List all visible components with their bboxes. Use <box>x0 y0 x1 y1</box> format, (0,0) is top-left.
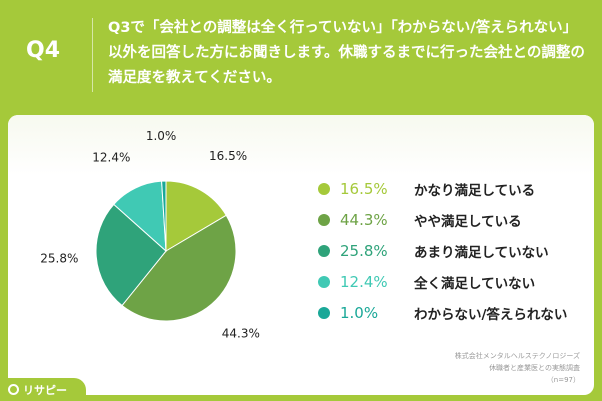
question-text: Q3で「会社との調整は全く行っていない」「わからない/答えられない」以外を回答し… <box>108 20 585 86</box>
pie-slice-label: 1.0% <box>146 129 177 143</box>
legend-label: あまり満足していない <box>414 244 549 261</box>
legend-percent: 44.3% <box>340 210 388 229</box>
logo-text: リサピー <box>23 383 67 397</box>
header-banner: Q4 Q3で「会社との調整は全く行っていない」「わからない/答えられない」以外を… <box>0 0 602 108</box>
legend-swatch <box>318 306 330 319</box>
legend-percent: 1.0% <box>340 303 379 322</box>
pie-slice-label: 16.5% <box>209 149 247 163</box>
legend-swatch <box>318 244 330 257</box>
legend-item: 1.0% わからない/答えられない <box>318 297 567 328</box>
question-number: Q4 <box>26 38 61 63</box>
pie-slice <box>161 180 167 252</box>
pie-slice-label: 25.8% <box>40 252 78 266</box>
legend-percent: 12.4% <box>340 272 388 291</box>
header-divider <box>92 18 93 92</box>
chart-card: 16.5% 44.3% 25.8% 12.4% 1.0% 16.5% かなり満足している 4… <box>8 115 594 395</box>
pie-slice <box>165 180 227 252</box>
legend-item: 16.5% かなり満足している <box>318 173 567 204</box>
pie-slice <box>95 203 167 307</box>
source-company: 株式会社メンタルヘルステクノロジーズ <box>454 352 580 360</box>
legend-swatch <box>318 213 330 226</box>
pie-chart: 16.5% 44.3% 25.8% 12.4% 1.0% <box>40 129 260 340</box>
pie-slice-label: 44.3% <box>222 326 260 340</box>
legend-label: やや満足している <box>414 213 522 230</box>
legend-label: かなり満足している <box>414 182 536 199</box>
legend-item: 12.4% 全く満足していない <box>318 266 567 297</box>
source-survey: 休職者と産業医との実態調査 <box>489 364 580 372</box>
legend-label: わからない/答えられない <box>414 306 568 323</box>
source-note: 株式会社メンタルヘルステクノロジーズ 休職者と産業医との実態調査 （n=97） <box>455 350 580 386</box>
logo-icon <box>8 384 19 395</box>
source-sample-size: （n=97） <box>546 376 580 384</box>
card-top-fade <box>8 115 594 175</box>
legend-percent: 16.5% <box>340 179 388 198</box>
chart-legend: 16.5% かなり満足している 44.3% やや満足している 25.8% あまり満足してい… <box>318 173 567 328</box>
pie-slice <box>121 214 237 322</box>
legend-swatch <box>318 182 330 195</box>
pie-slice-label: 12.4% <box>92 150 130 164</box>
legend-item: 25.8% あまり満足していない <box>318 235 567 266</box>
brand-logo: リサピー <box>0 378 86 401</box>
legend-item: 44.3% やや満足している <box>318 204 567 235</box>
legend-percent: 25.8% <box>340 241 388 260</box>
legend-label: 全く満足していない <box>414 275 536 292</box>
legend-swatch <box>318 275 330 288</box>
